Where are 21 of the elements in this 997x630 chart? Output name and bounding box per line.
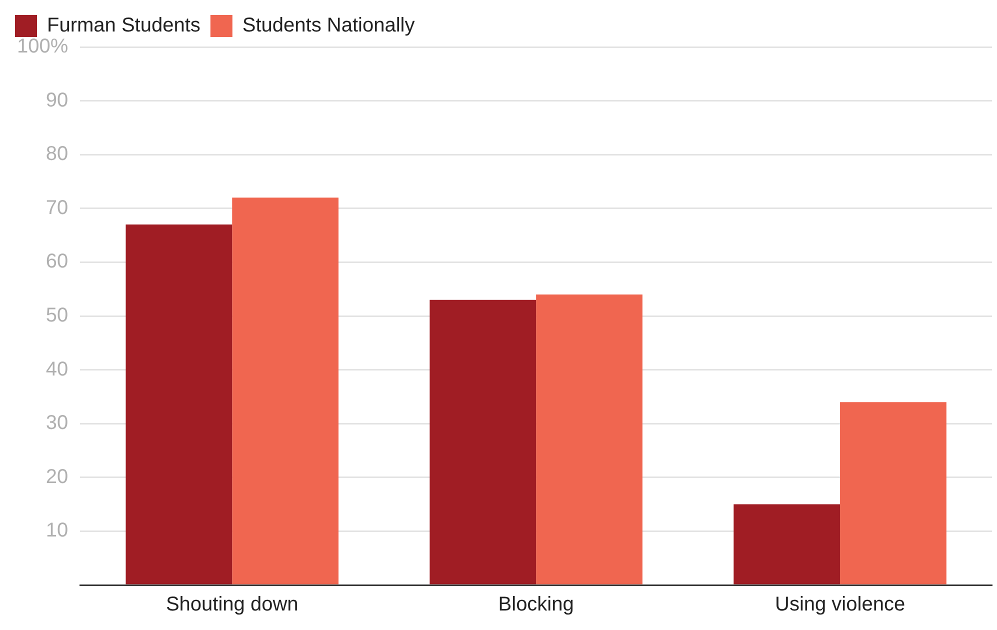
bar xyxy=(126,224,232,584)
bar xyxy=(232,198,339,584)
legend-label: Students Nationally xyxy=(242,14,415,37)
y-tick-label: 10 xyxy=(46,520,68,542)
x-tick-label: Shouting down xyxy=(166,594,298,616)
y-tick-label: 80 xyxy=(46,143,68,166)
bar xyxy=(840,402,946,584)
bar xyxy=(430,300,536,584)
y-tick-label: 50 xyxy=(46,304,68,327)
y-tick-label: 20 xyxy=(46,466,68,488)
y-tick-label: 60 xyxy=(46,250,68,273)
legend-label: Furman Students xyxy=(47,14,200,37)
y-tick-label: 90 xyxy=(46,89,68,112)
y-tick-label: 30 xyxy=(46,412,68,434)
bar xyxy=(734,504,840,584)
bar xyxy=(536,294,642,584)
y-tick-label: 100% xyxy=(16,36,68,58)
x-tick-label: Blocking xyxy=(498,594,574,616)
x-tick-label: Using violence xyxy=(774,594,906,616)
y-tick-label: 70 xyxy=(46,196,68,219)
y-tick-label: 40 xyxy=(46,358,68,380)
